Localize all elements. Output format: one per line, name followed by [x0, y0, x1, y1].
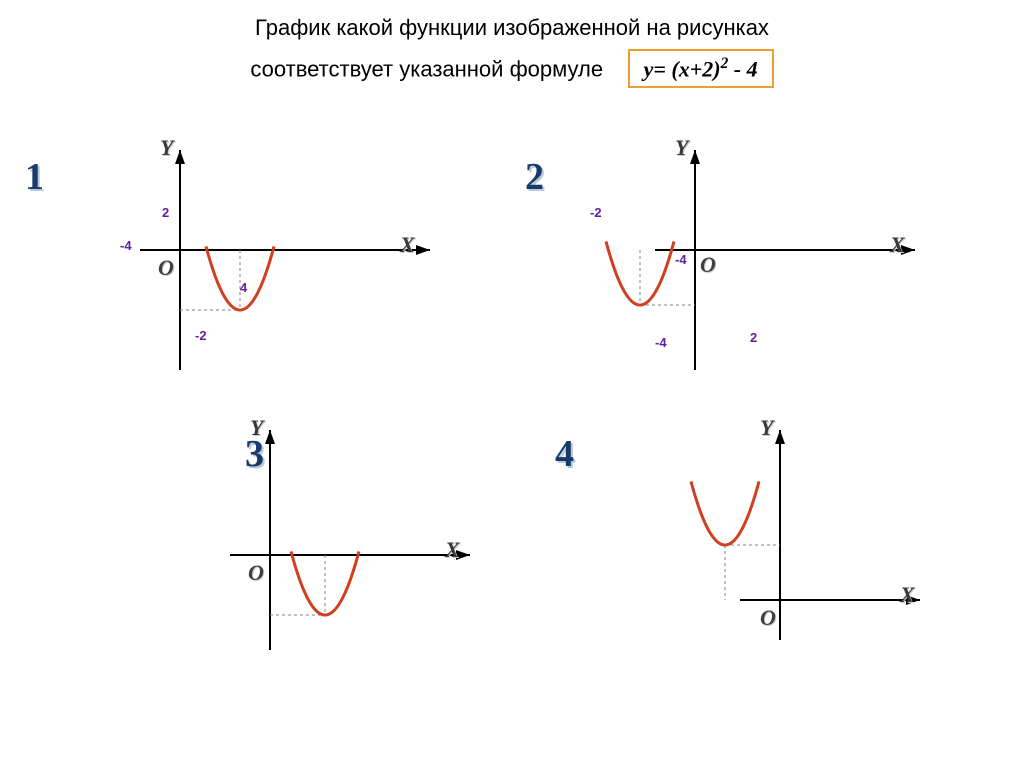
origin-label: O [158, 255, 174, 281]
chart-svg [610, 410, 930, 670]
value-label: -4 [120, 238, 132, 253]
x-axis-label: X [890, 232, 905, 258]
x-axis-label: X [900, 582, 915, 608]
chart-panel-1: Y X O 2 -4 4 -2 [70, 130, 430, 390]
origin-label: O [760, 605, 776, 631]
value-label: 4 [240, 280, 247, 295]
chart-panel-3: YXO [160, 410, 480, 670]
formula: y= (x+2)2 - 4 [628, 49, 774, 88]
origin-label: O [248, 560, 264, 586]
title-line-2: соответствует указанной формуле y= (x+2)… [0, 49, 1024, 88]
y-axis-label: Y [675, 135, 688, 161]
title-line-1: График какой функции изображенной на рис… [0, 15, 1024, 41]
y-axis-label: Y [760, 415, 773, 441]
value-label: 2 [750, 330, 757, 345]
x-axis-label: X [445, 537, 460, 563]
panel-number-1: 1 [25, 155, 44, 199]
chart-panel-4: Y X O [610, 410, 930, 670]
title-block: График какой функции изображенной на рис… [0, 15, 1024, 88]
chart-svg [70, 130, 430, 390]
value-label: -4 [675, 252, 687, 267]
value-label: -2 [195, 328, 207, 343]
x-axis-label: X [400, 232, 415, 258]
panel-number-3: 3 [245, 432, 264, 476]
value-label: 2 [162, 205, 169, 220]
origin-label: O [700, 252, 716, 278]
panel-number-2: 2 [525, 155, 544, 199]
value-label: -2 [590, 205, 602, 220]
y-axis-label: Y [160, 135, 173, 161]
chart-svg [560, 130, 920, 390]
chart-svg [160, 410, 480, 670]
value-label: -4 [655, 335, 667, 350]
panel-number-4: 4 [555, 432, 574, 476]
chart-panel-2: Y X O -2 -4 -4 2 [560, 130, 920, 390]
